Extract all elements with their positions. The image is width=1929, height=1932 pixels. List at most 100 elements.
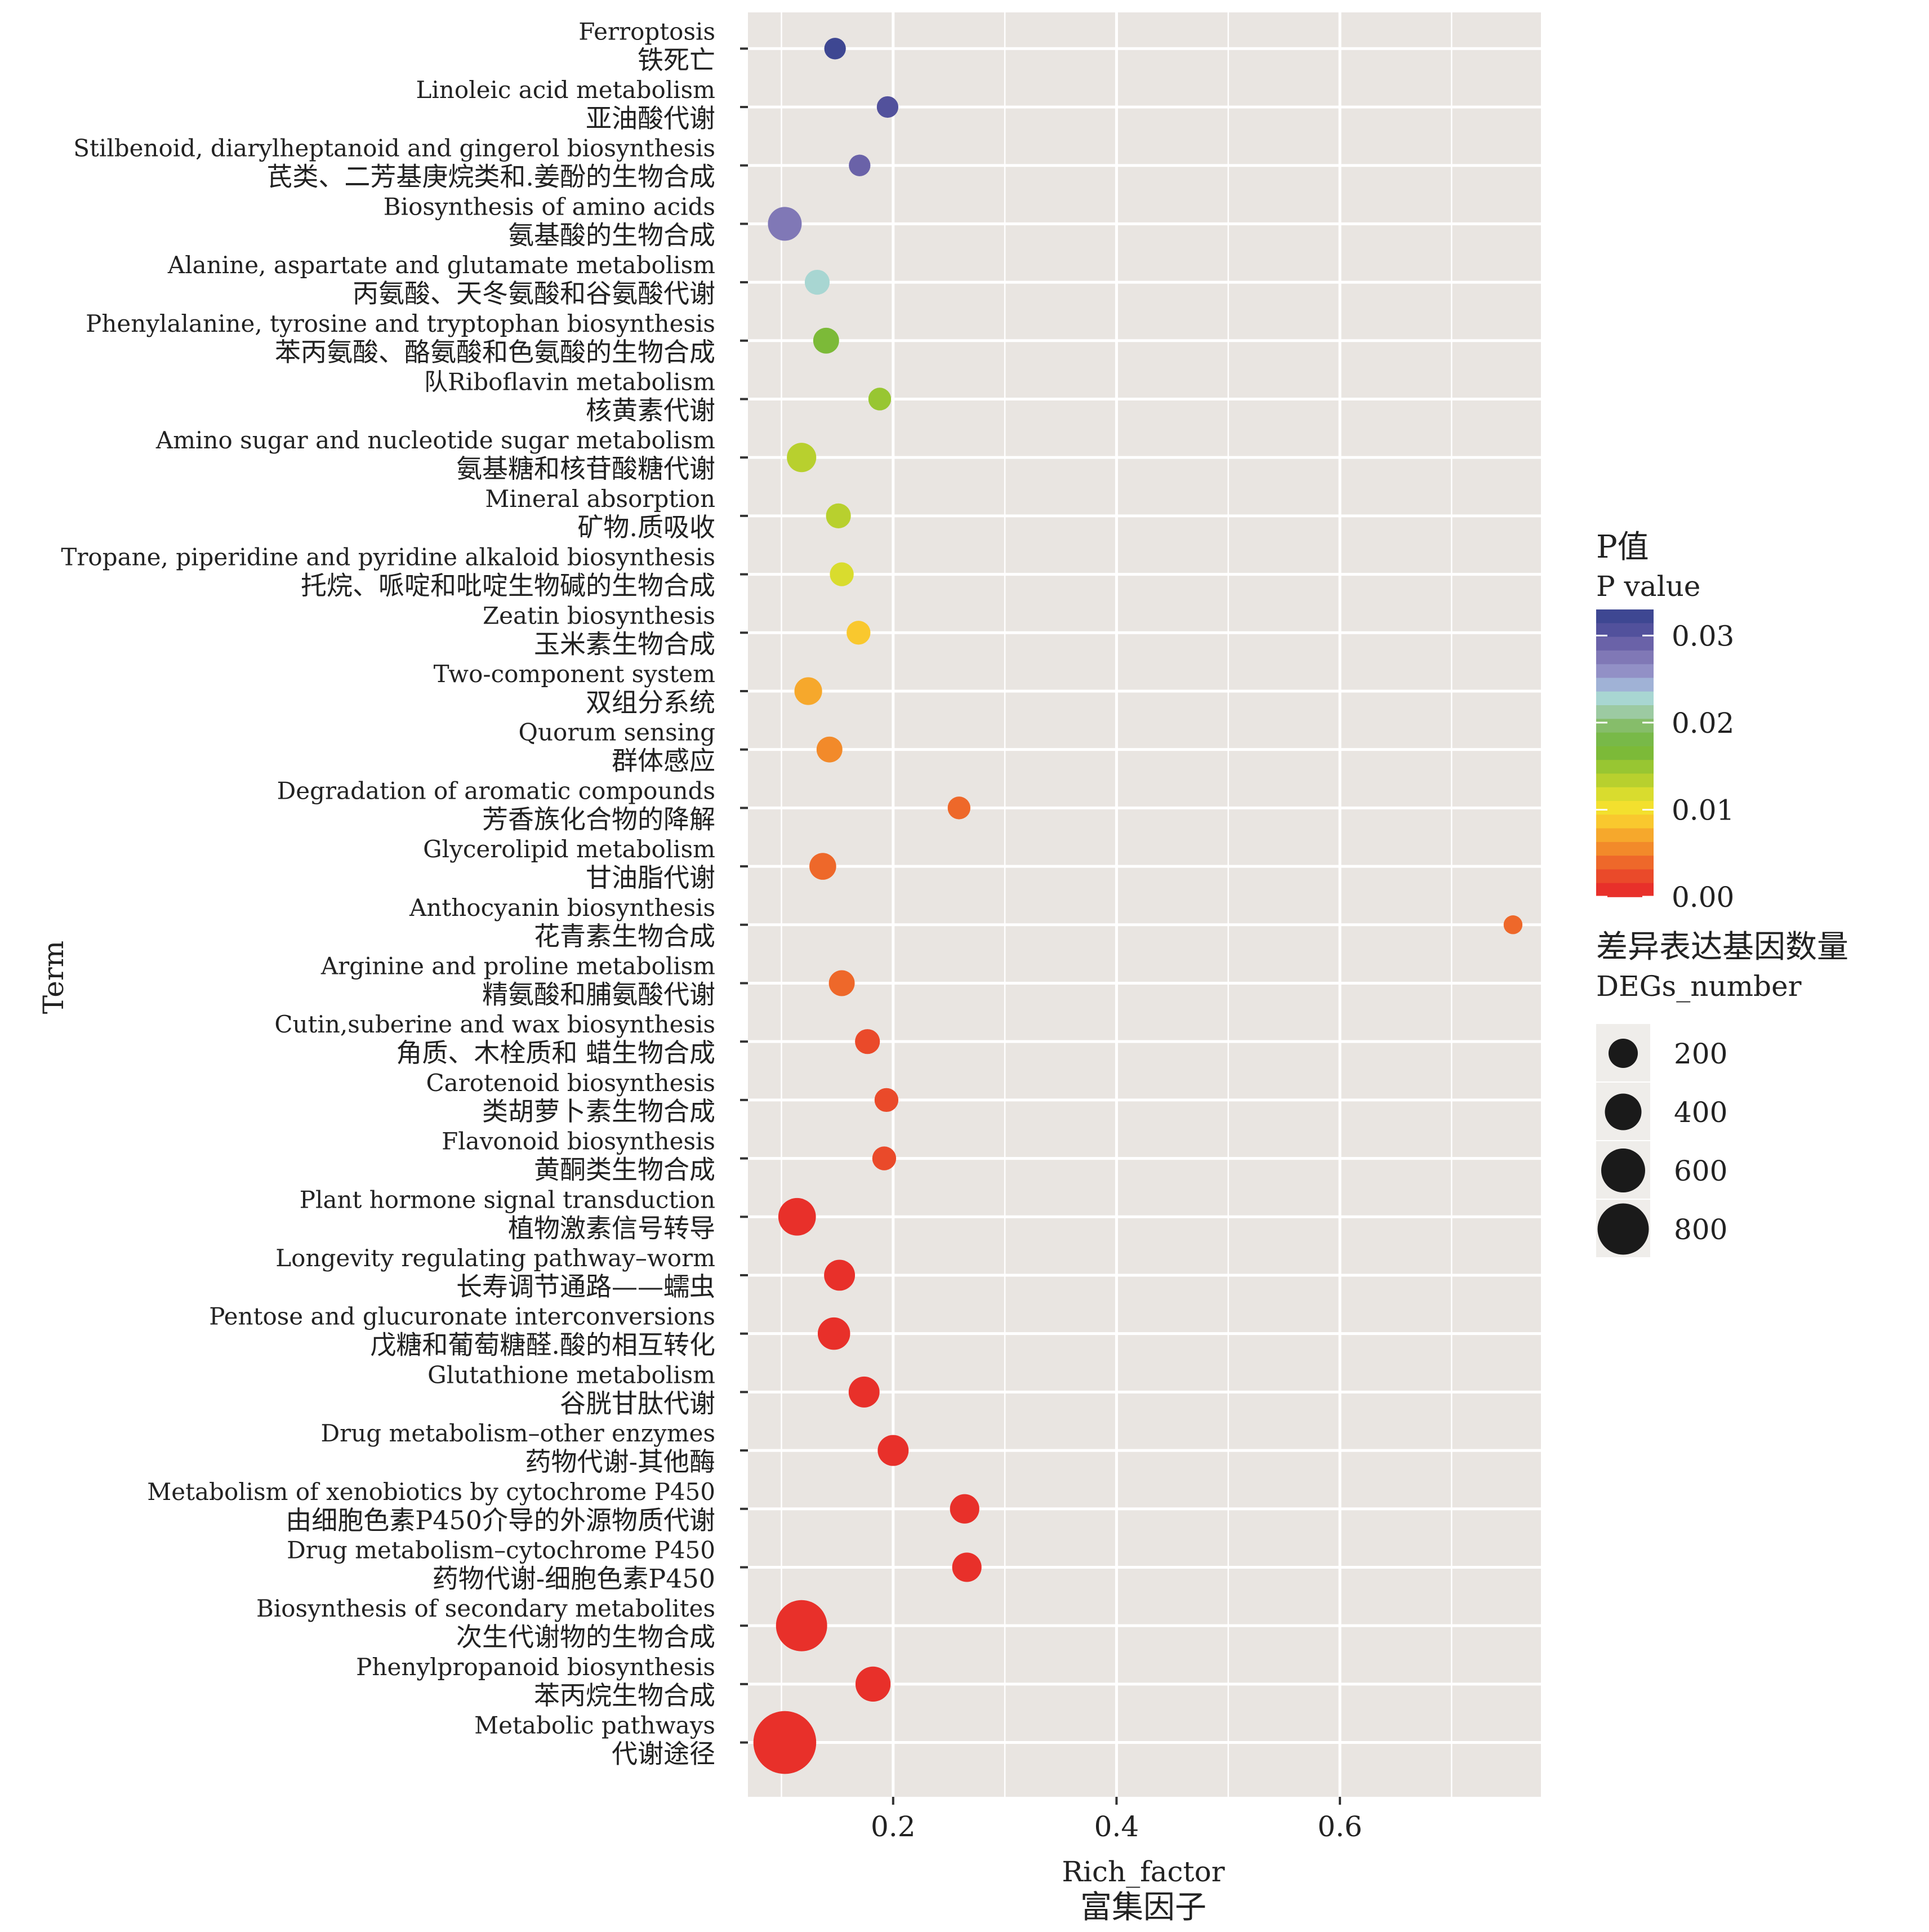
term-label-zh: 精氨酸和脯氨酸代谢 (482, 979, 715, 1009)
term-label-en: Two-component system (434, 660, 715, 688)
size-legend-circle (1597, 1203, 1649, 1255)
plot-panel (748, 12, 1541, 1797)
term-label-zh: 类胡萝卜素生物合成 (482, 1096, 715, 1127)
term-label-zh: 核黄素代谢 (586, 395, 715, 425)
term-label-zh: 代谢途径 (612, 1739, 715, 1769)
x-axis-title-zh: 富集因子 (1080, 1889, 1206, 1926)
term-label-en: Biosynthesis of secondary metabolites (256, 1595, 715, 1622)
term-label-zh: 玉米素生物合成 (534, 629, 715, 659)
data-point (828, 970, 855, 996)
term-label-zh: 由细胞色素P450介导的外源物质代谢 (286, 1505, 715, 1535)
term-label-zh: 托烷、哌啶和吡啶生物碱的生物合成 (301, 571, 715, 601)
term-label-zh: 群体感应 (612, 746, 715, 776)
term-label-zh: 氨基糖和核苷酸糖代谢 (456, 453, 715, 484)
term-label-zh: 芳香族化合物的降解 (482, 804, 715, 834)
data-point (950, 1494, 979, 1524)
term-label-zh: 氨基酸的生物合成 (508, 220, 715, 250)
size-legend-label: 400 (1674, 1096, 1727, 1129)
term-label-en: Flavonoid biosynthesis (442, 1128, 715, 1155)
data-point (776, 1600, 827, 1651)
term-label-en: Anthocyanin biosynthesis (409, 894, 715, 922)
colorbar-segment (1596, 842, 1654, 856)
data-point (794, 677, 822, 705)
colorbar-segment (1596, 828, 1654, 843)
colorbar-tick-label: 0.03 (1672, 620, 1734, 652)
x-axis-title-en: Rich_factor (1062, 1855, 1224, 1888)
term-label-zh: 芪类、二芳基庚烷类和.姜酚的生物合成 (266, 162, 715, 192)
colorbar-segment (1596, 705, 1654, 720)
color-legend-title-en: P value (1596, 570, 1700, 603)
colorbar-segment (1596, 801, 1654, 816)
term-label-zh: 苯丙氨酸、酪氨酸和色氨酸的生物合成 (275, 337, 715, 367)
colorbar-segment (1596, 732, 1654, 747)
x-tick-label: 0.6 (1317, 1810, 1362, 1843)
term-label-zh: 铁死亡 (638, 44, 715, 75)
size-legend-label: 600 (1674, 1155, 1727, 1187)
data-point (849, 154, 871, 176)
data-point (876, 96, 899, 118)
grid-lines (748, 12, 1541, 1797)
colorbar-segment (1596, 664, 1654, 679)
colorbar-segment (1596, 678, 1654, 692)
term-label-en: Stilbenoid, diarylheptanoid and gingerol… (73, 135, 715, 162)
data-point (855, 1666, 891, 1702)
data-point (874, 1088, 899, 1112)
data-point (872, 1146, 897, 1170)
colorbar-segment (1596, 650, 1654, 665)
data-point (824, 1259, 856, 1291)
term-label-en: Drug metabolism–other enzymes (320, 1419, 715, 1447)
term-label-en: Metabolism of xenobiotics by cytochrome … (147, 1478, 715, 1506)
data-point (848, 1376, 880, 1408)
term-label-zh: 苯丙烷生物合成 (534, 1680, 715, 1711)
data-point (813, 327, 839, 354)
colorbar-segment (1596, 814, 1654, 829)
term-label-zh: 双组分系统 (586, 687, 715, 718)
term-label-zh: 药物代谢-其他酶 (525, 1446, 715, 1477)
term-label-en: Phenylpropanoid biosynthesis (356, 1653, 715, 1681)
term-label-en: Arginine and proline metabolism (320, 952, 715, 980)
size-legend-label: 200 (1674, 1038, 1727, 1070)
data-point (855, 1029, 880, 1054)
data-point (824, 38, 846, 60)
x-tick-label: 0.4 (1094, 1810, 1139, 1843)
term-label-zh: 甘油脂代谢 (586, 862, 715, 893)
term-label-en: Drug metabolism–cytochrome P450 (287, 1536, 715, 1564)
data-point (809, 853, 836, 880)
term-label-en: Glycerolipid metabolism (423, 835, 715, 863)
term-label-en: Longevity regulating pathway–worm (275, 1244, 715, 1272)
data-point (778, 1198, 816, 1236)
data-point (1503, 915, 1523, 934)
colorbar-tick-label: 0.01 (1672, 794, 1734, 826)
term-label-en: 队Riboflavin metabolism (424, 368, 715, 395)
data-point (768, 207, 802, 241)
term-label-en: Glutathione metabolism (427, 1361, 715, 1388)
term-label-zh: 谷胱甘肽代谢 (560, 1388, 715, 1418)
data-points (753, 38, 1523, 1774)
colorbar-segment (1596, 773, 1654, 788)
colorbar-segment (1596, 869, 1654, 884)
size-legend-label: 800 (1674, 1213, 1727, 1246)
data-point (787, 443, 817, 473)
size-legend-title-zh: 差异表达基因数量 (1596, 929, 1848, 965)
colorbar-segment (1596, 787, 1654, 802)
term-label-zh: 次生代谢物的生物合成 (456, 1622, 715, 1652)
term-label-en: Pentose and glucuronate interconversions (209, 1303, 715, 1330)
data-point (947, 796, 971, 820)
colorbar-segment (1596, 636, 1654, 651)
size-legend-circle (1601, 1148, 1645, 1192)
data-point (877, 1435, 909, 1466)
term-label-zh: 丙氨酸、天冬氨酸和谷氨酸代谢 (353, 278, 715, 309)
colorbar-segment (1596, 856, 1654, 870)
term-label-en: Amino sugar and nucleotide sugar metabol… (155, 426, 715, 454)
axis-ticks: 0.2 0.4 0.6 (740, 47, 1362, 1843)
term-label-en: Quorum sensing (519, 719, 715, 746)
term-label-en: Cutin,suberine and wax biosynthesis (274, 1010, 715, 1038)
colorbar-segment (1596, 609, 1654, 624)
data-point (847, 621, 871, 645)
colorbar-segment (1596, 746, 1654, 760)
term-label-zh: 戊糖和葡萄糖醛.酸的相互转化 (370, 1330, 715, 1360)
size-legend-title-en: DEGs_number (1596, 970, 1802, 1003)
size-legend-circle (1605, 1093, 1642, 1130)
